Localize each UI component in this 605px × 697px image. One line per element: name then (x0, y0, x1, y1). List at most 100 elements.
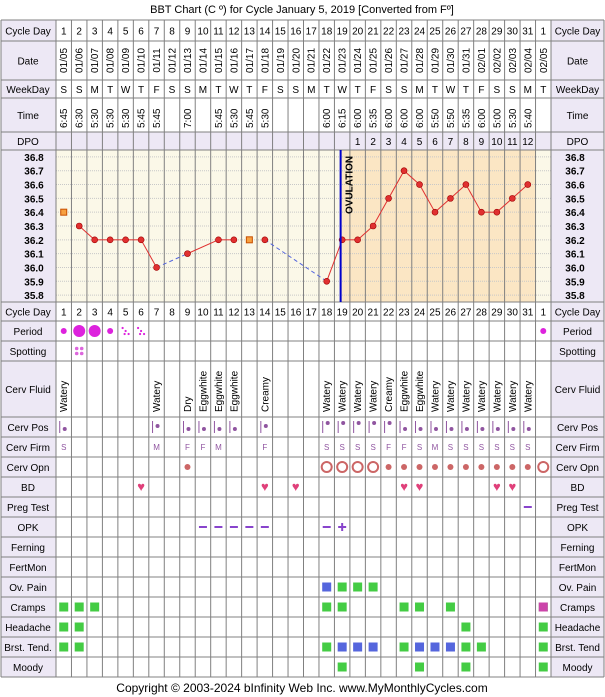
time-label: 5:45 (137, 108, 148, 128)
dpo-label: 2 (370, 137, 376, 148)
headache-green-box (59, 622, 69, 632)
cycle-day-label: 1 (540, 27, 546, 38)
date-label: 02/03 (508, 48, 519, 73)
cerv-firm-label: S (479, 443, 484, 452)
chart-frame-bg (1, 20, 604, 677)
cramps-green-box (74, 602, 84, 612)
temp-segment (388, 170, 405, 199)
moody-green-box (461, 662, 471, 672)
cell-content-layer: 1101/05S6:452201/06S6:303301/07M5:304401… (59, 27, 550, 672)
row-label-cerv_fluid: Cerv Fluid (5, 385, 51, 396)
cycle-day-label: 10 (197, 27, 209, 38)
temp-point (323, 277, 331, 285)
cycle-day-label: 26 (445, 27, 457, 38)
temp-segment (419, 184, 436, 213)
temp-segment (264, 239, 327, 282)
brst-tend-green-box (322, 642, 332, 652)
temp-segment (357, 225, 374, 241)
cycle-day-label: 21 (368, 27, 380, 38)
time-label: 6:45 (59, 108, 70, 128)
cerv-opn-closed (493, 464, 500, 470)
weekday-label: F (370, 85, 376, 96)
cerv-firm-label: F (201, 443, 206, 452)
ov-pain-green-box (337, 582, 347, 592)
temp-segment (511, 184, 529, 199)
date-label: 01/06 (75, 48, 86, 73)
temp-point (431, 208, 439, 216)
weekday-label: S (509, 85, 516, 96)
cerv-pos-dot (341, 421, 346, 425)
date-label: 01/14 (198, 48, 209, 73)
time-label: 7:00 (183, 108, 194, 128)
cycle-day-label-bottom: 1 (61, 308, 67, 319)
time-label: 6:00 (477, 108, 488, 128)
weekday-label: T (107, 85, 113, 96)
time-label: 6:00 (384, 108, 395, 128)
cerv-fluid-label: Watery (477, 381, 488, 412)
cycle-day-label: 14 (259, 27, 271, 38)
weekday-label: F (153, 85, 159, 96)
row-label-right-spotting: Spotting (559, 347, 596, 358)
y-tick-label: 36.6 (24, 181, 44, 192)
time-label: 6:00 (322, 108, 333, 128)
period-spotting-dot (127, 332, 130, 336)
row-label-right-opk: OPK (567, 523, 588, 534)
cycle-day-label: 25 (429, 27, 441, 38)
cycle-day-label-bottom: 31 (522, 308, 534, 319)
y-tick-label-right: 36.0 (565, 263, 585, 274)
temp-point (91, 236, 98, 244)
cycle-day-label-bottom: 6 (138, 308, 144, 319)
weekday-label: W (337, 85, 347, 96)
cycle-day-label-bottom: 17 (306, 308, 318, 319)
cycle-day-label: 17 (306, 27, 318, 38)
date-label: 01/31 (461, 48, 472, 73)
cycle-day-label-bottom: 22 (383, 308, 395, 319)
row-label-right-cerv_firm: Cerv Firm (556, 443, 600, 454)
period-spotting-dot (136, 326, 140, 330)
temp-point (184, 250, 191, 257)
temp-segment (78, 225, 96, 241)
row-label-right-ferning: Ferning (561, 543, 595, 554)
row-label-bd: BD (21, 483, 35, 494)
y-tick-label-right: 36.3 (565, 222, 585, 233)
cycle-day-label: 18 (321, 27, 333, 38)
cerv-firm-label: S (355, 443, 360, 452)
cerv-firm-label: S (494, 443, 499, 452)
cerv-fluid-label: Eggwhite (198, 370, 209, 412)
cerv-firm-label: S (510, 443, 515, 452)
temp-point (354, 236, 361, 244)
dpo-label: 9 (479, 137, 485, 148)
time-label: 5:30 (260, 108, 271, 128)
row-label-cycle_day: Cycle Day (5, 27, 51, 38)
cramps-green-box (90, 602, 100, 612)
cycle-day-label: 4 (107, 27, 113, 38)
cycle-day-label-bottom: 12 (228, 308, 240, 319)
cerv-firm-label: S (61, 443, 66, 452)
cerv-fluid-label: Creamy (260, 377, 271, 412)
temp-point (369, 222, 377, 230)
cycle-day-label: 13 (244, 27, 256, 38)
cerv-firm-label: F (262, 443, 267, 452)
cerv-opn-closed (431, 464, 438, 470)
time-label: 6:00 (353, 108, 364, 128)
cerv-opn-closed (478, 464, 485, 470)
cerv-firm-label: S (448, 443, 453, 452)
cerv-opn-open (351, 461, 364, 473)
temp-segment (403, 170, 420, 185)
discarded-temp-point (245, 236, 253, 244)
bd-heart-icon: ♥ (400, 479, 408, 494)
cerv-pos-dot (511, 427, 516, 431)
row-label-right-bd: BD (571, 483, 585, 494)
cerv-fluid-label: Eggwhite (415, 370, 426, 412)
row-label-right-cerv_fluid: Cerv Fluid (555, 385, 601, 396)
cramps-green-box (337, 602, 347, 612)
temp-point (524, 181, 532, 188)
date-label: 01/08 (106, 48, 117, 73)
weekday-label: T (138, 85, 144, 96)
cerv-opn-closed (184, 464, 191, 470)
cerv-fluid-label: Watery (492, 381, 503, 412)
cerv-fluid-label: Creamy (384, 377, 395, 412)
y-tick-label: 36.0 (24, 263, 44, 274)
time-label: 6:00 (415, 108, 426, 128)
